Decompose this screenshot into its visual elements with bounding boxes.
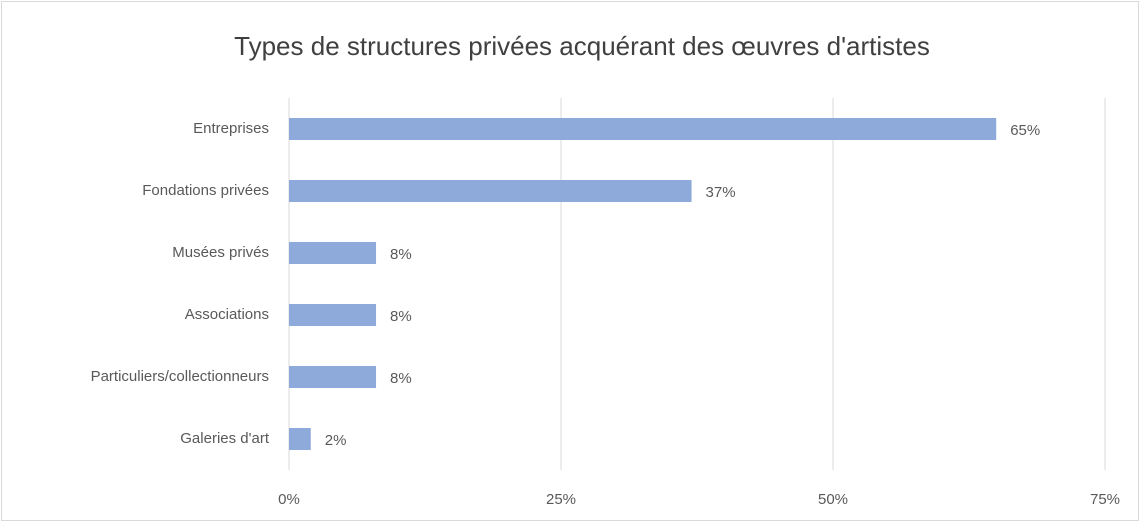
bar xyxy=(289,304,377,326)
y-tick-label: Particuliers/collectionneurs xyxy=(91,368,269,385)
y-tick-label: Musées privés xyxy=(172,244,269,261)
x-tick-label: 25% xyxy=(546,491,576,508)
y-tick-label: Entreprises xyxy=(193,120,269,137)
bar xyxy=(289,242,377,264)
bar xyxy=(289,118,997,140)
chart-title: Types de structures privées acquérant de… xyxy=(234,31,930,61)
bar xyxy=(289,180,692,202)
x-tick-label: 75% xyxy=(1090,491,1120,508)
data-label: 2% xyxy=(325,432,347,449)
bar xyxy=(289,366,377,388)
data-label: 65% xyxy=(1010,122,1040,139)
y-tick-label: Associations xyxy=(185,306,269,323)
x-tick-label: 0% xyxy=(278,491,300,508)
data-label: 8% xyxy=(390,370,412,387)
data-label: 8% xyxy=(390,246,412,263)
y-tick-label: Fondations privées xyxy=(142,182,269,199)
y-tick-label: Galeries d'art xyxy=(180,430,270,447)
data-label: 37% xyxy=(706,184,736,201)
x-tick-label: 50% xyxy=(818,491,848,508)
bar xyxy=(289,428,311,450)
data-label: 8% xyxy=(390,308,412,325)
